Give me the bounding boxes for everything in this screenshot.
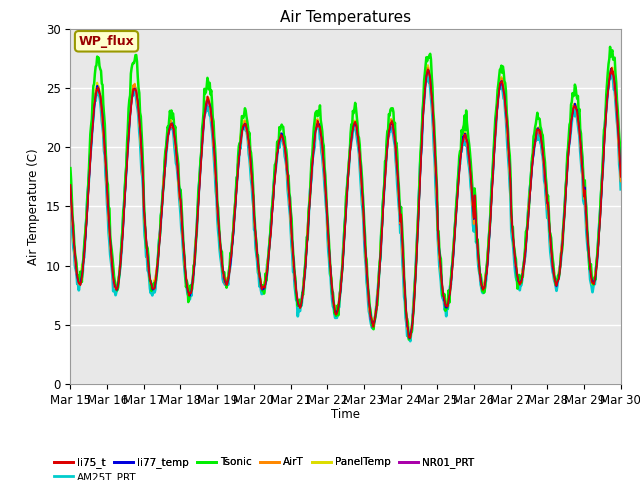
X-axis label: Time: Time xyxy=(331,408,360,421)
Legend: li75_t, li77_temp, Tsonic, AirT, PanelTemp, NR01_PRT: li75_t, li77_temp, Tsonic, AirT, PanelTe… xyxy=(50,453,478,472)
Text: WP_flux: WP_flux xyxy=(79,35,134,48)
Legend: AM25T_PRT: AM25T_PRT xyxy=(50,468,141,480)
Y-axis label: Air Temperature (C): Air Temperature (C) xyxy=(28,148,40,264)
Title: Air Temperatures: Air Temperatures xyxy=(280,10,411,25)
